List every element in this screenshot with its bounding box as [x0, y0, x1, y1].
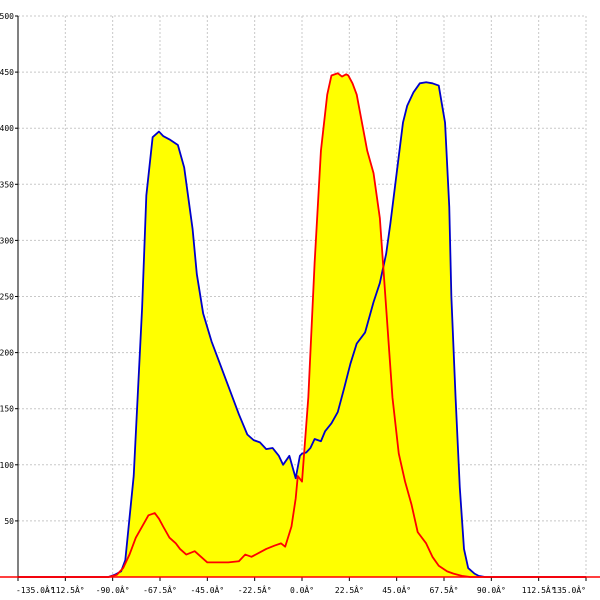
- series-1-line: [18, 81, 586, 578]
- x-tick-label: 67.5Â°: [430, 584, 459, 595]
- y-tick-label: 350: [0, 180, 14, 189]
- x-tick-label: -135.0Â°: [16, 584, 55, 595]
- x-tick-label: -90.0Â°: [96, 584, 130, 595]
- y-tick-label: 100: [0, 461, 14, 470]
- x-tick-label: 112.5Â°: [522, 584, 556, 595]
- axes: [15, 15, 587, 581]
- y-tick-label: 250: [0, 293, 14, 302]
- x-tick-label: -45.0Â°: [190, 584, 224, 595]
- x-tick-label: 135.0Â°: [552, 584, 586, 595]
- y-tick-label: 450: [0, 68, 14, 77]
- x-tick-label: 0.0Â°: [290, 584, 314, 595]
- x-tick-label: 90.0Â°: [477, 584, 506, 595]
- y-tick-label: 150: [0, 405, 14, 414]
- series-1-fill: [18, 82, 586, 577]
- x-tick-label: -67.5Â°: [143, 584, 177, 595]
- y-tick-label: 200: [0, 349, 14, 358]
- y-tick-label: 300: [0, 236, 14, 245]
- y-tick-label: 400: [0, 124, 14, 133]
- series-lines: [18, 72, 586, 578]
- x-tick-label: 45.0Â°: [382, 584, 411, 595]
- y-tick-label: 500: [0, 12, 14, 21]
- tick-labels: -135.0Â°-112.5Â° -90.0Â° -67.5Â° -45.0Â° -22…: [0, 12, 586, 595]
- filled-area: [18, 73, 586, 577]
- y-tick-label: 50: [4, 517, 14, 526]
- x-tick-label: -112.5Â°: [46, 584, 85, 595]
- series-2-line: [18, 72, 586, 578]
- x-tick-label: -22.5Â°: [238, 584, 272, 595]
- x-tick-label: 22.5Â°: [335, 584, 364, 595]
